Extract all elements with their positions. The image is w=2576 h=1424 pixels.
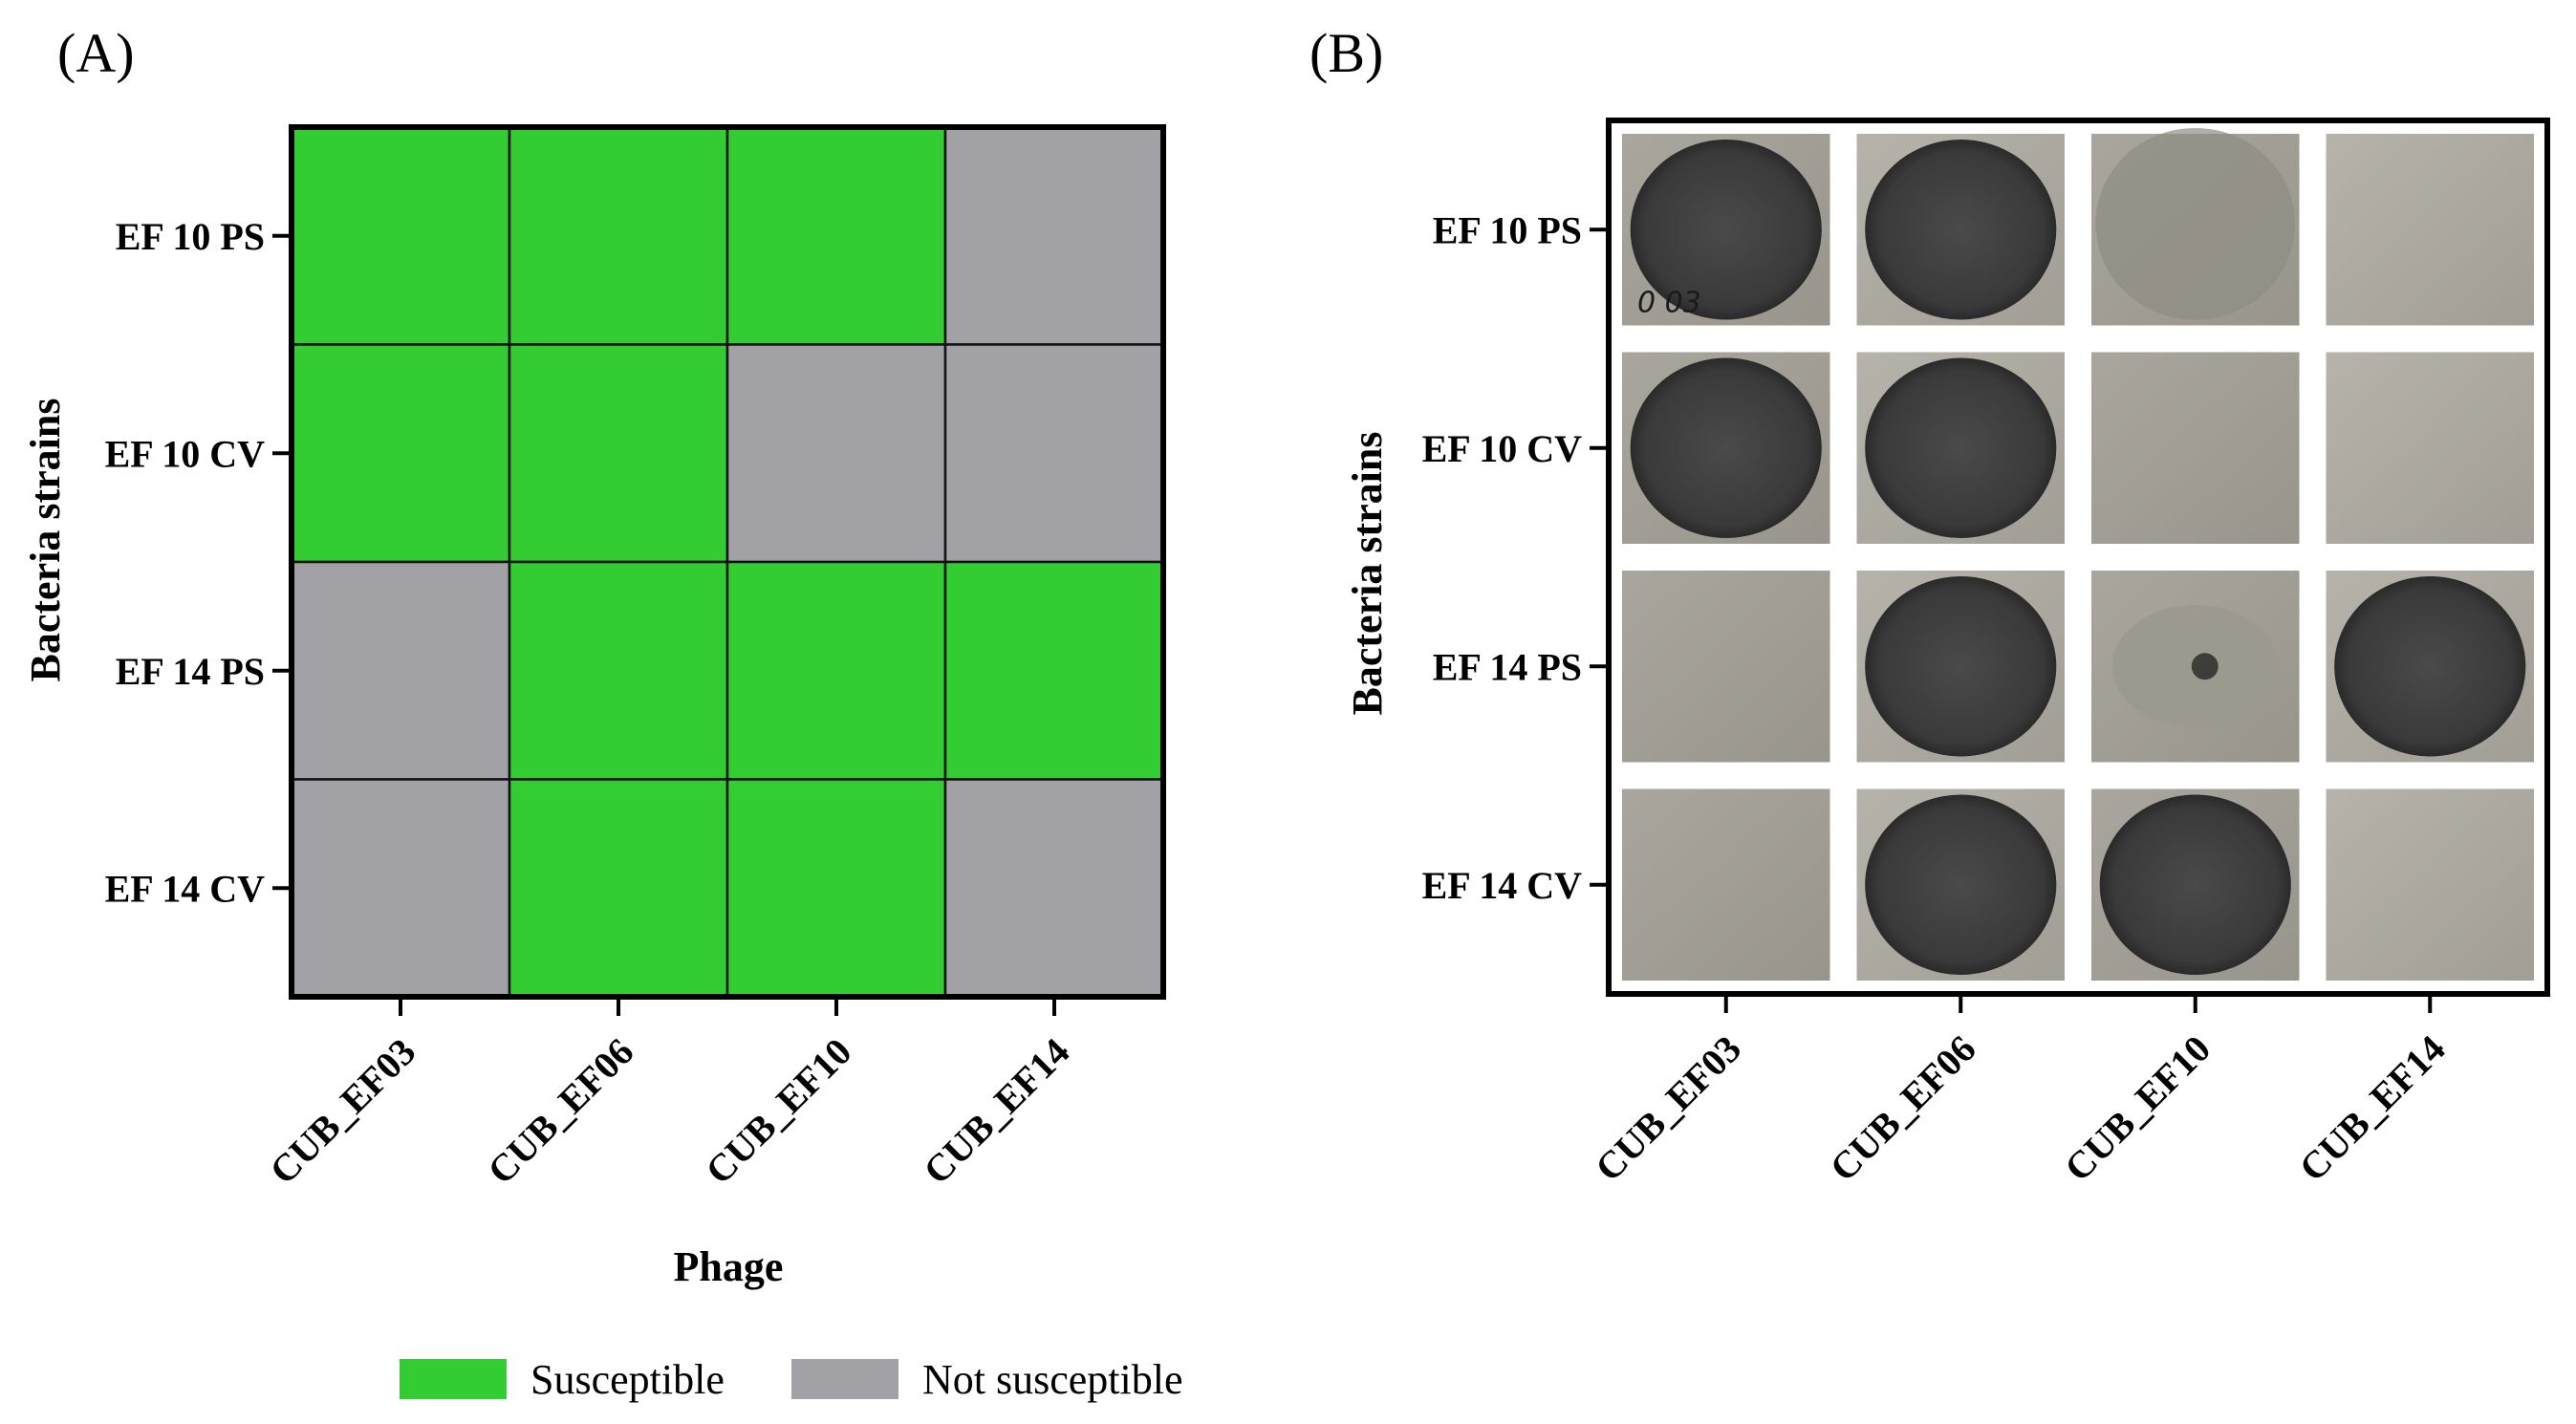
y-tick-label-b: EF 10 CV <box>1422 427 1583 470</box>
heatmap-panel-a: EF 10 PS EF 10 CV EF 14 PS EF 14 CV CUB_EF03… <box>105 124 1166 1193</box>
x-axis-title-a: Phage <box>674 1243 784 1290</box>
x-tick-label-a: CUB_EF06 <box>479 1030 641 1193</box>
plate-photo <box>2091 352 2300 544</box>
heatmap-cell <box>725 125 947 346</box>
plaque-zone <box>1630 140 1822 320</box>
plaque-zone <box>2099 794 2291 975</box>
heatmap-cell <box>508 560 729 781</box>
plate-photo <box>2326 788 2534 981</box>
y-axis-title-a: Bacteria strains <box>22 399 69 682</box>
heatmap-cell <box>508 125 729 346</box>
heatmap-cell <box>725 560 947 781</box>
plaque-zone <box>1865 140 2057 320</box>
legend: Susceptible Not susceptible <box>400 1356 1183 1403</box>
x-tick-label-b: CUB_EF03 <box>1587 1027 1749 1190</box>
heatmap-cell <box>725 778 947 999</box>
y-axis-title-b: Bacteria strains <box>1344 432 1391 716</box>
plate-photo <box>1622 788 1830 981</box>
legend-swatch <box>400 1359 507 1399</box>
plaque-zone <box>2095 128 2296 320</box>
plate-photo <box>1622 571 1830 763</box>
x-tick-label-a: CUB_EF03 <box>261 1030 423 1193</box>
plate-photo <box>2326 352 2534 544</box>
heatmap-cell <box>290 125 511 346</box>
heatmap-cell <box>508 343 729 564</box>
x-tick-label-b: CUB_EF14 <box>2290 1027 2453 1190</box>
y-tick-label-a: EF 10 CV <box>105 432 266 475</box>
heatmap-cell <box>290 343 511 564</box>
plaque-zone <box>2334 576 2526 757</box>
heatmap-cell <box>943 778 1165 999</box>
y-tick-label-b: EF 10 PS <box>1433 208 1582 251</box>
panel-a-label: (A) <box>57 22 135 84</box>
plaque-zone <box>1865 794 2057 975</box>
y-tick-label-a: EF 14 PS <box>116 650 265 693</box>
plaque-spot <box>2191 653 2219 680</box>
heatmap-cell <box>943 560 1165 781</box>
y-tick-label-b: EF 14 CV <box>1422 864 1583 907</box>
panel-b-label: (B) <box>1310 22 1384 84</box>
heatmap-cell <box>508 778 729 999</box>
photo-grid-panel-b: 0 03 EF 10 PS EF 10 CV EF 14 PS EF 14 CV CUB_… <box>1422 118 2550 1190</box>
y-tick-label-a: EF 14 CV <box>105 867 266 910</box>
plate-annotation: 0 03 <box>1637 287 1701 320</box>
heatmap-cell <box>290 778 511 999</box>
heatmap-cell <box>943 343 1165 564</box>
y-tick-label-a: EF 10 PS <box>116 215 265 258</box>
legend-swatch <box>791 1359 898 1399</box>
x-tick-label-b: CUB_EF06 <box>1821 1027 1983 1190</box>
heatmap-cell <box>725 343 947 564</box>
plaque-zone <box>1865 576 2057 757</box>
y-tick-label-b: EF 14 PS <box>1433 645 1582 688</box>
x-tick-label-b: CUB_EF10 <box>2056 1027 2219 1190</box>
plaque-zone <box>1630 357 1822 538</box>
heatmap-cell <box>290 560 511 781</box>
x-tick-label-a: CUB_EF14 <box>915 1030 1077 1193</box>
legend-label: Not susceptible <box>922 1356 1183 1403</box>
photo-grid-frame <box>1606 118 2550 997</box>
heatmap-frame <box>289 124 1166 1000</box>
x-tick-label-a: CUB_EF10 <box>697 1030 859 1193</box>
plate-photo <box>2326 134 2534 326</box>
legend-label: Susceptible <box>530 1356 725 1403</box>
plaque-zone <box>1865 357 2057 538</box>
heatmap-cell <box>943 125 1165 346</box>
